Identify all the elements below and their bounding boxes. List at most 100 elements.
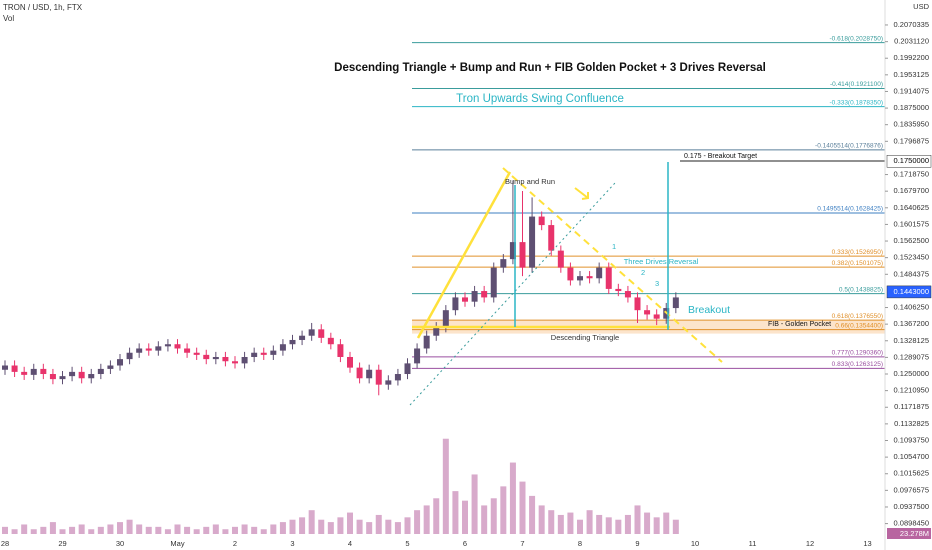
volume-bar — [586, 510, 593, 534]
candle-body — [385, 380, 392, 385]
candle-body — [126, 352, 133, 360]
candle-body — [193, 352, 200, 355]
fib-label: 0.5(0.1438825) — [839, 286, 883, 293]
candle-body — [97, 368, 104, 375]
y-tick-label: 0.1171875 — [894, 402, 929, 411]
volume-bar — [567, 512, 574, 534]
x-tick-label: 11 — [749, 539, 757, 548]
candle-body — [289, 339, 296, 345]
volume-bar — [251, 526, 258, 534]
candle-body — [577, 276, 583, 281]
candle-body — [557, 250, 564, 268]
volume-bar — [184, 526, 191, 534]
candle-body — [596, 267, 603, 279]
volume-bar — [289, 519, 296, 534]
candle-body — [164, 344, 171, 347]
y-tick-label: 0.1484375 — [894, 269, 929, 278]
candle-body — [404, 363, 411, 375]
annotation: 0.175 - Breakout Target — [684, 153, 757, 160]
volume-bar — [653, 517, 660, 534]
volume-bar — [442, 438, 449, 534]
x-tick-label: 9 — [635, 539, 639, 548]
candle-body — [548, 225, 555, 251]
x-tick-label: 29 — [58, 539, 66, 548]
volume-bar — [452, 491, 459, 534]
candle-body — [203, 354, 210, 360]
volume-bar — [356, 519, 363, 534]
volume-bar — [471, 474, 478, 534]
volume-bar — [174, 524, 181, 534]
candle-body — [337, 344, 344, 357]
candle-body — [567, 267, 574, 281]
price-label: 0.1750000 — [894, 156, 929, 165]
volume-bar — [78, 524, 85, 534]
annotation: Bump and Run — [505, 177, 555, 186]
annotation: Three Drives Reversal — [624, 257, 699, 266]
candle-body — [509, 242, 516, 260]
candle-body — [232, 361, 238, 364]
candle-body — [471, 291, 478, 302]
y-tick-label: 0.1640625 — [894, 203, 929, 212]
volume-bar — [337, 517, 344, 534]
volume-bar — [164, 529, 171, 534]
volume-bar — [59, 529, 66, 534]
y-tick-label: 0.1796875 — [894, 136, 929, 145]
fib-label: 0.333(0.1526950) — [832, 249, 883, 256]
volume-bar — [490, 498, 497, 534]
volume-bar — [615, 519, 622, 534]
x-tick-label: 8 — [578, 539, 582, 548]
volume-bar — [529, 495, 536, 534]
candle-body — [538, 216, 545, 226]
y-tick-label: 0.1289075 — [894, 352, 929, 361]
y-tick-label: 0.1328125 — [894, 336, 929, 345]
y-tick-label: 0.1914075 — [894, 86, 929, 95]
candle-body — [586, 276, 593, 279]
candle-body — [462, 297, 468, 302]
volume-bar — [327, 522, 334, 534]
candle-body — [634, 297, 641, 311]
price-label-box — [886, 155, 932, 168]
candle-group — [2, 180, 679, 396]
volume-bar — [644, 512, 651, 534]
candle-body — [78, 371, 85, 379]
annotation: Descending Triangle — [551, 333, 619, 342]
volume-bar — [88, 529, 95, 534]
volume-bar — [663, 512, 670, 534]
candle-body — [423, 335, 430, 349]
annotation: Breakout — [688, 304, 730, 316]
fib-label: -0.333(0.1878350) — [830, 99, 884, 106]
y-tick-label: 0.1718750 — [894, 170, 929, 179]
candle-body — [184, 348, 191, 353]
x-tick-label: 28 — [1, 539, 9, 548]
volume-bar — [462, 500, 468, 534]
trend-line — [409, 182, 616, 406]
candle-body — [222, 356, 229, 362]
candle-body — [212, 356, 219, 360]
y-tick-label: 0.1054700 — [894, 452, 929, 461]
volume-bar — [423, 505, 430, 534]
volume-bar — [117, 522, 123, 534]
volume-bar — [136, 524, 143, 534]
volume-bar — [21, 524, 28, 534]
candle-body — [40, 368, 47, 375]
volume-bar — [145, 526, 152, 534]
y-tick-label: 0.0898450 — [894, 519, 929, 528]
candle-body — [241, 356, 248, 364]
candle-body — [347, 356, 353, 368]
volume-bar — [49, 522, 56, 534]
x-tick-label: 13 — [863, 539, 871, 548]
volume-bar — [40, 526, 47, 534]
y-tick-label: 0.1093750 — [894, 435, 929, 444]
y-tick-label: 0.1992200 — [894, 53, 929, 62]
volume-bar — [318, 519, 325, 534]
candle-body — [356, 367, 363, 379]
x-tick-label: 7 — [520, 539, 524, 548]
volume-bar — [203, 526, 210, 534]
volume-bar — [557, 514, 564, 534]
candle-body — [519, 242, 526, 268]
volume-bar — [347, 512, 353, 534]
volume-bar — [481, 505, 488, 534]
y-tick-label: 0.1679700 — [894, 186, 929, 195]
volume-bar — [375, 514, 382, 534]
candle-body — [145, 348, 152, 351]
